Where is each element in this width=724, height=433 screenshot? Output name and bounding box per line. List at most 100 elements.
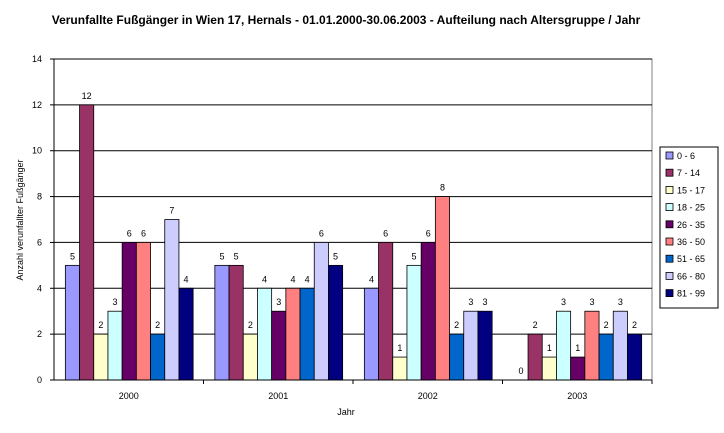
- plot-area: [53, 58, 653, 381]
- bar: [570, 356, 586, 381]
- x-tick-label: 2002: [418, 391, 438, 401]
- bar: [107, 310, 123, 381]
- data-label: 4: [290, 274, 295, 284]
- data-label: 6: [383, 228, 388, 238]
- bar: [64, 264, 80, 381]
- y-tick-label: 4: [37, 283, 42, 293]
- data-label: 1: [547, 343, 552, 353]
- bar: [257, 287, 273, 381]
- legend-swatch: [665, 237, 674, 246]
- data-label: 5: [219, 251, 224, 261]
- bar: [150, 333, 166, 381]
- data-label: 1: [575, 343, 580, 353]
- data-label: 4: [369, 274, 374, 284]
- data-label: 2: [604, 320, 609, 330]
- x-tick-label: 2003: [567, 391, 587, 401]
- data-label: 5: [234, 251, 239, 261]
- data-label: 2: [454, 320, 459, 330]
- bar: [449, 333, 465, 381]
- data-label: 8: [440, 183, 445, 193]
- legend-swatch: [665, 203, 674, 212]
- bar: [228, 264, 244, 381]
- data-label: 3: [113, 297, 118, 307]
- x-axis-title: Jahr: [337, 407, 355, 417]
- bar: [527, 333, 543, 381]
- bar: [242, 333, 258, 381]
- data-label: 2: [632, 320, 637, 330]
- data-label: 3: [468, 297, 473, 307]
- y-axis-ticks: 0 2 4 6 8 10 12 14: [32, 54, 54, 385]
- bar: [328, 264, 344, 381]
- data-label: 6: [127, 228, 132, 238]
- bar: [285, 287, 301, 381]
- legend-label: 0 - 6: [677, 151, 695, 161]
- y-tick-label: 6: [37, 237, 42, 247]
- legend-label: 15 - 17: [677, 185, 705, 195]
- chart-title: Verunfallte Fußgänger in Wien 17, Hernal…: [52, 13, 641, 27]
- bar: [584, 310, 600, 381]
- data-label: 3: [276, 297, 281, 307]
- bar: [420, 242, 436, 381]
- bar: [406, 264, 422, 381]
- data-label: 12: [82, 91, 92, 101]
- legend-label: 51 - 65: [677, 254, 705, 264]
- y-tick-label: 14: [32, 54, 42, 64]
- x-tick-label: 2000: [119, 391, 139, 401]
- bar: [541, 356, 557, 381]
- bar: [378, 242, 394, 381]
- data-label: 5: [70, 251, 75, 261]
- legend-swatch: [665, 185, 674, 194]
- y-tick-label: 12: [32, 100, 42, 110]
- bar: [178, 287, 194, 381]
- data-label: 6: [319, 228, 324, 238]
- bar: [434, 196, 450, 381]
- bar: [121, 242, 137, 381]
- bar: [392, 356, 408, 381]
- bar: [556, 310, 572, 381]
- bar: [598, 333, 614, 381]
- legend-swatch: [665, 168, 674, 177]
- y-tick-label: 10: [32, 146, 42, 156]
- bar: [93, 333, 109, 381]
- legend-label: 81 - 99: [677, 289, 705, 299]
- legend-label: 36 - 50: [677, 237, 705, 247]
- data-label: 2: [155, 320, 160, 330]
- bar: [463, 310, 479, 381]
- bar: [271, 310, 287, 381]
- data-label: 3: [483, 297, 488, 307]
- data-label: 7: [169, 206, 174, 216]
- data-label: 4: [262, 274, 267, 284]
- data-label: 4: [184, 274, 189, 284]
- x-axis-ticks: 2000 2001 2002 2003: [119, 380, 653, 401]
- legend-label: 18 - 25: [677, 203, 705, 213]
- bar: [627, 333, 643, 381]
- data-label: 4: [305, 274, 310, 284]
- data-label: 5: [412, 251, 417, 261]
- bar: [313, 242, 329, 381]
- legend-swatch: [665, 289, 674, 298]
- legend-swatch: [665, 151, 674, 160]
- y-tick-label: 2: [37, 329, 42, 339]
- legend-label: 26 - 35: [677, 220, 705, 230]
- data-label: 6: [426, 228, 431, 238]
- data-label: 3: [561, 297, 566, 307]
- bar: [214, 264, 230, 381]
- data-label: 3: [618, 297, 623, 307]
- bar: [477, 310, 493, 381]
- y-axis-title: Anzahl verunfallter Fußgänger: [15, 159, 25, 280]
- y-tick-label: 8: [37, 192, 42, 202]
- legend-label: 66 - 80: [677, 271, 705, 281]
- data-label: 0: [518, 366, 523, 376]
- bar: [135, 242, 151, 381]
- bars: [64, 104, 643, 381]
- data-label: 2: [98, 320, 103, 330]
- data-label: 2: [248, 320, 253, 330]
- x-tick-label: 2001: [268, 391, 288, 401]
- bar: [299, 287, 315, 381]
- legend-swatch: [665, 254, 674, 263]
- legend: 0 - 6 7 - 14 15 - 17 18 - 25 26 - 35 36 - 50 5…: [659, 146, 719, 309]
- data-label: 5: [333, 251, 338, 261]
- bar: [164, 219, 180, 381]
